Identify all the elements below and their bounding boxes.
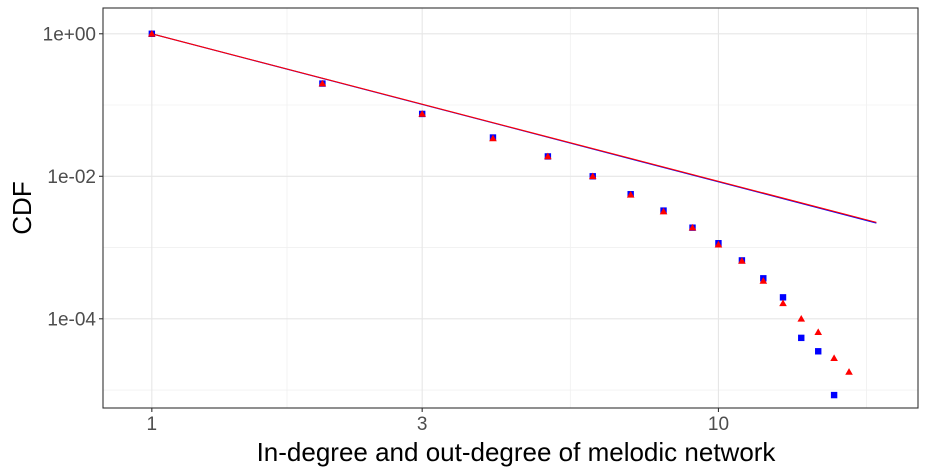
x-tick-label: 10 bbox=[708, 414, 729, 435]
triangle-point bbox=[489, 134, 497, 142]
triangle-point bbox=[814, 328, 823, 335]
plot-panel bbox=[103, 8, 918, 408]
x-tick-label: 1 bbox=[147, 414, 158, 435]
triangle-point bbox=[759, 277, 768, 284]
triangle-point bbox=[418, 110, 426, 117]
grid-lines bbox=[103, 8, 918, 408]
plot-border bbox=[102, 7, 919, 409]
triangle-point bbox=[845, 368, 853, 375]
x-axis-ticks: 1 3 10 bbox=[147, 408, 729, 435]
square-point bbox=[830, 391, 838, 399]
triangle-point bbox=[148, 29, 156, 37]
triangle-point bbox=[738, 257, 746, 264]
triangle-point bbox=[797, 315, 806, 322]
y-axis-title: CDF bbox=[7, 181, 37, 234]
y-tick-label: 1e-02 bbox=[47, 167, 96, 188]
y-tick-label: 1e-04 bbox=[47, 309, 96, 330]
triangle-point bbox=[688, 223, 697, 231]
y-tick-label: 1e+00 bbox=[43, 24, 96, 45]
square-point bbox=[815, 348, 822, 355]
y-axis-ticks: 1e+00 1e-02 1e-04 bbox=[43, 24, 103, 330]
triangle-point bbox=[318, 79, 327, 87]
square-point bbox=[798, 334, 805, 342]
triangle-point bbox=[626, 190, 635, 198]
triangle-point bbox=[659, 207, 668, 215]
x-axis-title: In-degree and out-degree of melodic netw… bbox=[257, 437, 777, 467]
square-point bbox=[779, 294, 787, 301]
triangle-point bbox=[830, 354, 838, 362]
fit-line bbox=[151, 33, 877, 223]
fit-lines bbox=[151, 33, 877, 224]
data-points bbox=[148, 29, 853, 399]
triangle-point bbox=[714, 240, 723, 248]
x-tick-label: 3 bbox=[417, 414, 428, 435]
triangle-point bbox=[588, 172, 597, 180]
triangle-point bbox=[544, 152, 552, 160]
triangle-point bbox=[779, 299, 787, 307]
